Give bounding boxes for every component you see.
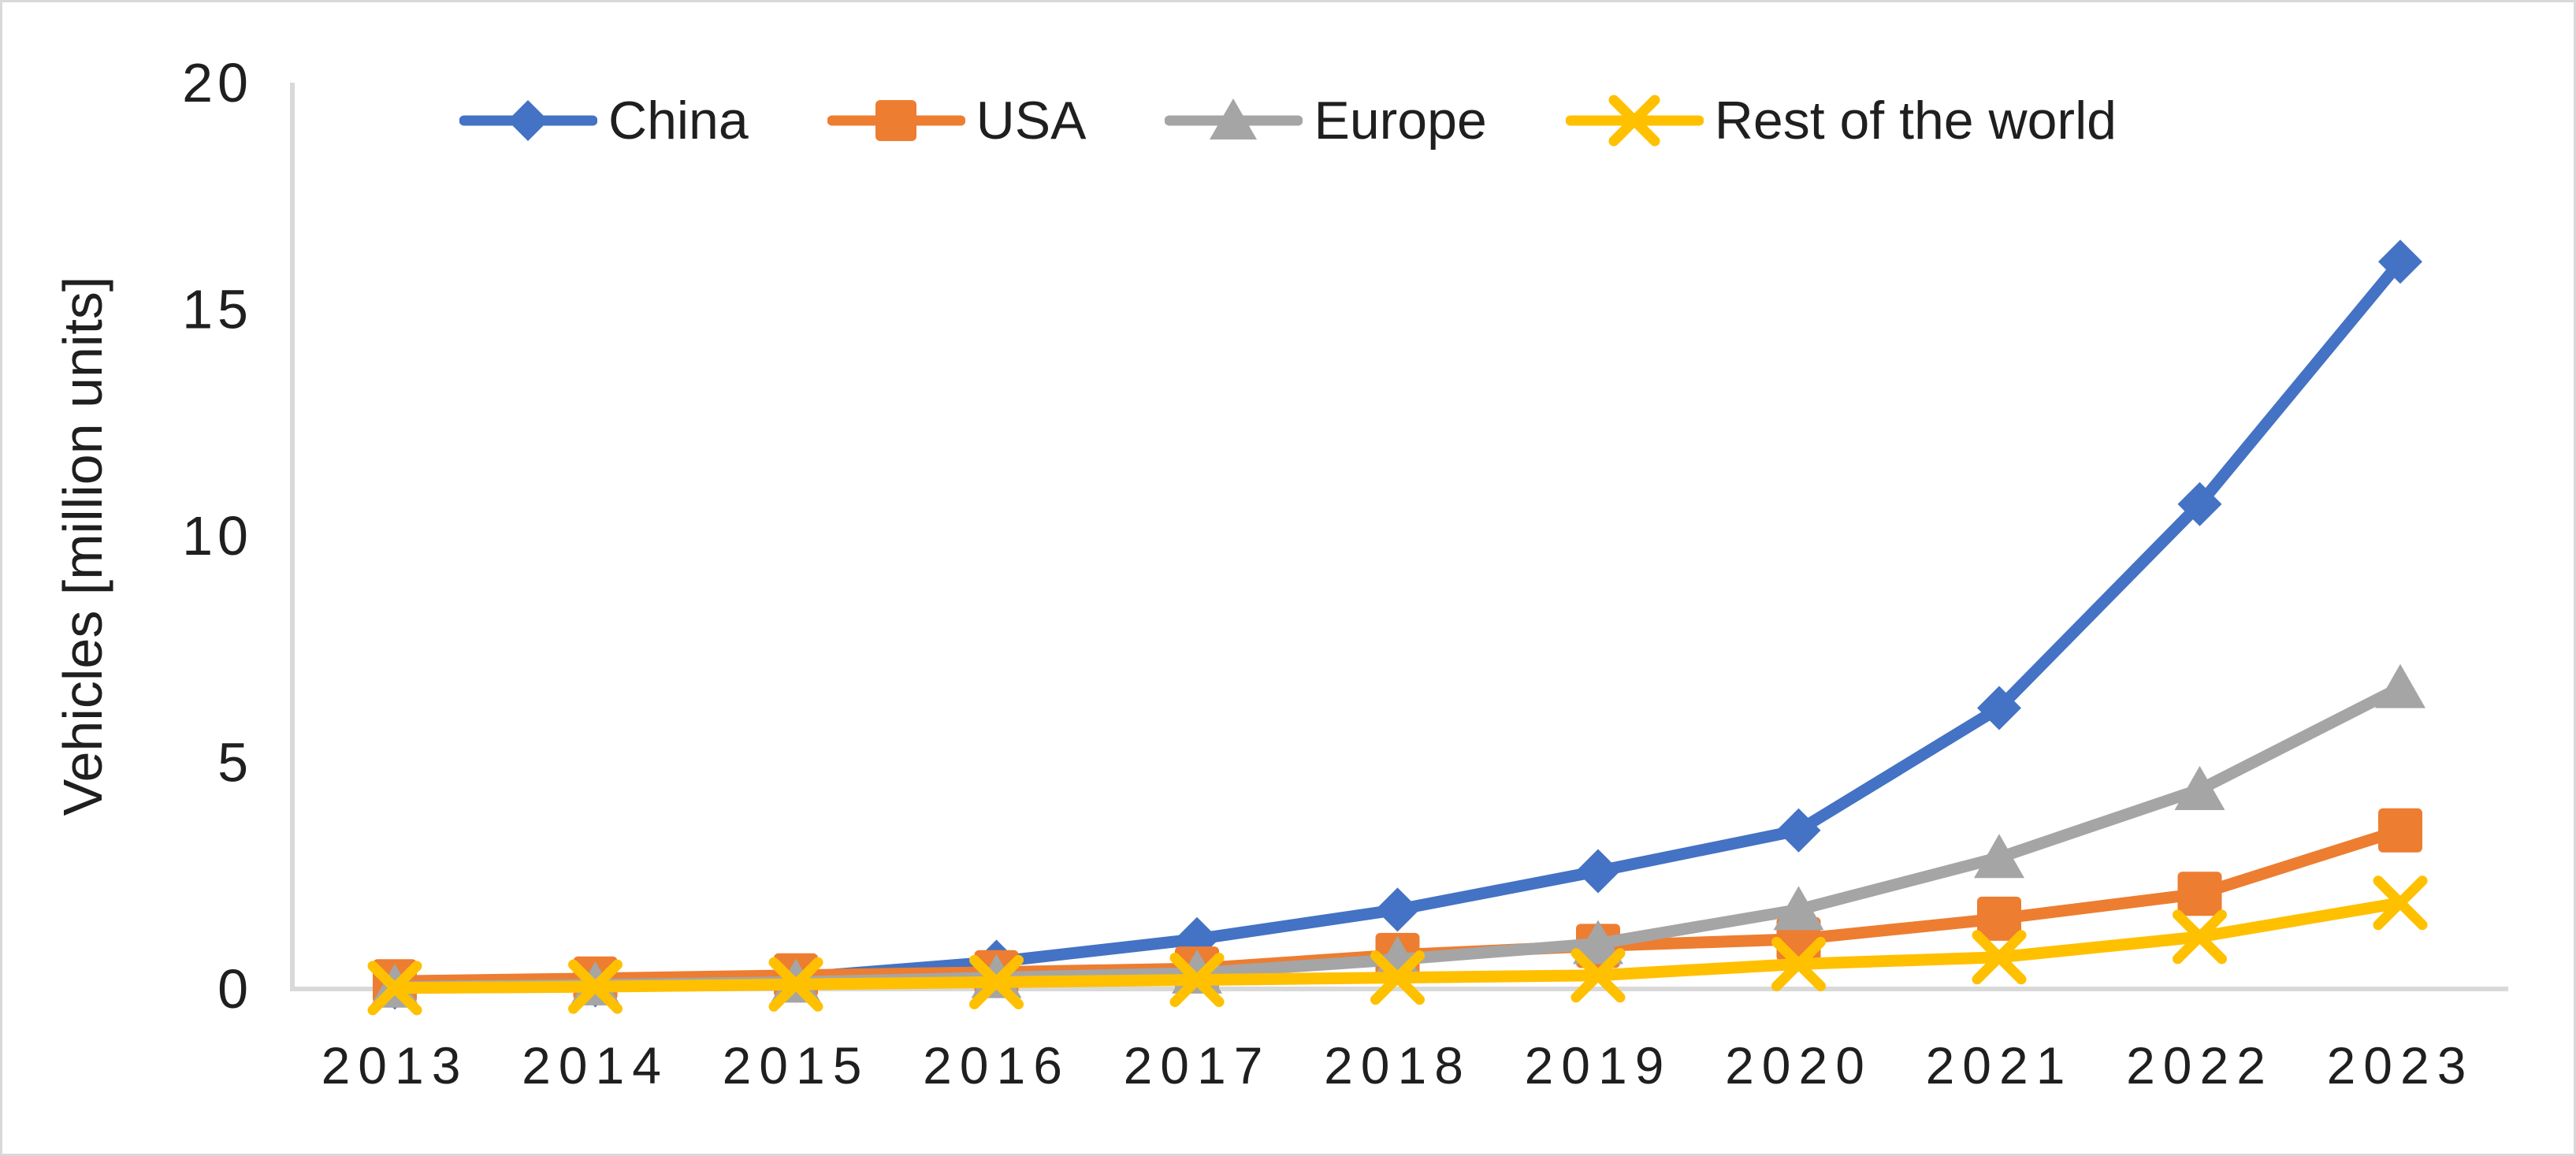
marker-europe-2019 <box>1573 920 1623 965</box>
x-tick-label-2018: 2018 <box>1324 1036 1471 1095</box>
marker-europe-2023 <box>2375 663 2425 708</box>
marker-china-2019 <box>1576 849 1620 894</box>
legend-marker-diamond-icon <box>459 100 597 141</box>
legend-marker-triangle-icon <box>1165 99 1303 139</box>
marker-europe-2021 <box>1974 834 2024 879</box>
legend-item-usa: USA <box>827 85 1087 156</box>
y-axis-title: Vehicles [million units] <box>52 277 113 816</box>
x-tick-label-2022: 2022 <box>2126 1036 2273 1095</box>
legend-item-china: China <box>459 85 749 156</box>
legend-label-china: China <box>608 91 749 151</box>
marker-europe-2020 <box>1773 886 1824 931</box>
marker-china-2018 <box>1375 887 1420 932</box>
x-tick-label-2015: 2015 <box>723 1036 870 1095</box>
marker-rest-of-the-world-2018 <box>1370 950 1425 1005</box>
marker-europe-2022 <box>2174 766 2225 810</box>
y-tick-label-10: 10 <box>182 505 253 567</box>
marker-rest-of-the-world-2014 <box>568 959 623 1014</box>
series-layer <box>367 240 2428 1016</box>
y-tick-label-20: 20 <box>182 52 253 113</box>
marker-usa-2023 <box>2378 808 2422 853</box>
marker-china-2020 <box>1776 808 1821 853</box>
x-tick-label-2021: 2021 <box>1926 1036 2073 1095</box>
marker-rest-of-the-world-2023 <box>2373 875 2428 931</box>
y-tick-label-0: 0 <box>217 958 253 1020</box>
legend-label-usa: USA <box>976 91 1087 151</box>
legend-item-rest-of-the-world: Rest of the world <box>1565 85 2117 156</box>
marker-rest-of-the-world-2019 <box>1571 948 1626 1003</box>
marker-china-2022 <box>2177 481 2222 526</box>
x-tick-label-2016: 2016 <box>923 1036 1070 1095</box>
legend-glyph-china <box>507 100 548 141</box>
marker-rest-of-the-world-2016 <box>969 954 1024 1009</box>
x-tick-label-2014: 2014 <box>522 1036 669 1095</box>
legend-item-europe: Europe <box>1165 85 1487 156</box>
legend-glyph-rest-of-the-world <box>1608 95 1660 147</box>
legend-marker-x-icon <box>1565 95 1704 147</box>
marker-rest-of-the-world-2021 <box>1972 930 2027 985</box>
x-tick-label-2019: 2019 <box>1525 1036 1672 1095</box>
x-tick-label-2017: 2017 <box>1124 1036 1271 1095</box>
x-tick-label-2023: 2023 <box>2327 1036 2474 1095</box>
y-tick-label-5: 5 <box>217 732 253 794</box>
legend-label-europe: Europe <box>1314 91 1487 151</box>
legend-glyph-usa <box>875 100 916 141</box>
marker-china-2023 <box>2378 240 2422 284</box>
y-tick-label-15: 15 <box>182 279 253 340</box>
marker-rest-of-the-world-2015 <box>768 957 823 1012</box>
x-tick-label-2013: 2013 <box>322 1036 469 1095</box>
marker-china-2021 <box>1977 686 2021 730</box>
marker-rest-of-the-world-2017 <box>1169 953 1225 1007</box>
legend-label-rest-of-the-world: Rest of the world <box>1714 91 2117 151</box>
marker-rest-of-the-world-2022 <box>2173 909 2227 965</box>
chart-legend: China USA Europe Rest of the world <box>2 83 2574 158</box>
marker-usa-2022 <box>2177 872 2222 916</box>
x-tick-label-2020: 2020 <box>1725 1036 1872 1095</box>
marker-rest-of-the-world-2020 <box>1771 936 1826 991</box>
series-line-china <box>388 255 2407 994</box>
legend-marker-square-icon <box>827 100 965 141</box>
axes-layer: 0 5 10 15 20 2013 2014 2015 2016 2017 2018 2019 2020… <box>182 52 2508 1095</box>
marker-usa-2021 <box>1977 896 2021 941</box>
marker-rest-of-the-world-2013 <box>367 961 422 1016</box>
legend-glyph-europe <box>1210 99 1258 139</box>
